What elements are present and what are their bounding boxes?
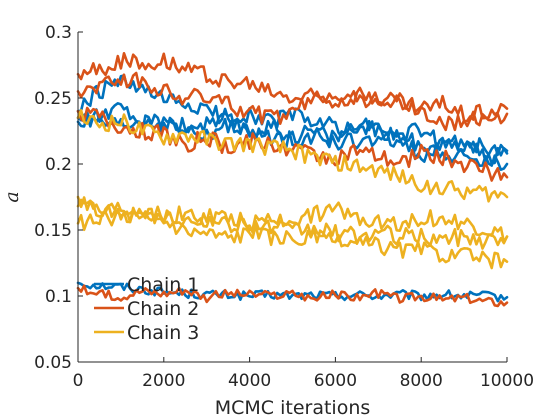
legend-label: Chain 3: [127, 322, 199, 344]
series-line-6: [76, 51, 509, 123]
x-tick-label: 4000: [228, 371, 271, 391]
series-line-10: [76, 109, 509, 203]
x-axis-ticks: 0 2000 4000 6000 8000 10000: [73, 357, 534, 391]
y-tick-label: 0.15: [34, 221, 72, 241]
legend-label: Chain 2: [127, 298, 199, 320]
plot-area: [76, 51, 509, 308]
y-axis-label: a: [1, 191, 23, 202]
x-tick-label: 0: [73, 371, 84, 391]
series-line-12: [76, 198, 509, 270]
x-tick-label: 6000: [314, 371, 357, 391]
x-tick-label: 10000: [480, 371, 534, 391]
y-tick-label: 0.1: [45, 287, 72, 307]
y-tick-label: 0.05: [34, 353, 72, 373]
series-line-9: [76, 195, 509, 250]
series-line-5: [76, 284, 509, 308]
y-tick-label: 0.2: [45, 155, 72, 175]
x-axis-label: MCMC iterations: [215, 397, 371, 419]
x-tick-label: 8000: [400, 371, 443, 391]
series-line-7: [76, 71, 509, 132]
y-axis-ticks: 0.05 0.1 0.15 0.2 0.25 0.3: [34, 23, 83, 373]
y-tick-label: 0.25: [34, 89, 72, 109]
series-line-4: [76, 114, 509, 165]
series-line-11: [76, 201, 509, 244]
x-tick-label: 2000: [142, 371, 185, 391]
y-tick-label: 0.3: [45, 23, 72, 43]
legend-label: Chain 1: [127, 274, 199, 296]
